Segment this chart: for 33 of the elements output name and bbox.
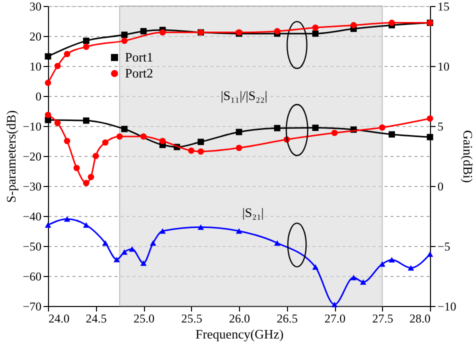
y-tick-label: −10 <box>22 120 42 134</box>
x-tick-label: 26.0 <box>229 312 250 326</box>
y-tick-label: −40 <box>22 210 42 224</box>
y2-axis-title: Gain(dBi) <box>460 130 474 183</box>
y2-tick-label: −10 <box>438 300 456 314</box>
y-tick-label: −20 <box>22 150 42 164</box>
y-tick-label: −60 <box>22 270 42 284</box>
y2-tick-label: 15 <box>438 0 450 14</box>
legend-label: Port2 <box>125 66 154 80</box>
y-axis-title: S-parameters(dB) <box>4 110 19 203</box>
y-tick-label: 10 <box>30 60 42 74</box>
y-tick-label: −50 <box>22 240 42 254</box>
x-tick-label: 28.0 <box>410 312 430 326</box>
x-tick-label: 27.0 <box>324 312 346 326</box>
x-tick-label: 25.5 <box>181 312 202 326</box>
x-axis-title: Frequency(GHz) <box>195 326 284 342</box>
y2-tick-label: −5 <box>438 240 450 254</box>
x-tick-label: 24.0 <box>48 312 70 326</box>
y-tick-label: 20 <box>30 30 42 44</box>
y2-tick-label: 0 <box>438 180 444 194</box>
x-tick-label: 27.5 <box>372 312 394 326</box>
x-tick-label: 26.5 <box>276 312 298 326</box>
annotation: |S₂₁| <box>242 205 264 220</box>
y-tick-label: −30 <box>22 180 42 194</box>
legend-label: Port1 <box>125 50 154 64</box>
annotation: |S₁₁|/|S₂₂| <box>220 88 268 103</box>
y-tick-label: 0 <box>36 90 42 104</box>
y2-tick-label: 5 <box>438 120 444 134</box>
x-tick-label: 25.0 <box>134 312 154 326</box>
y-tick-label: −70 <box>22 300 42 314</box>
y-tick-label: 30 <box>30 0 42 14</box>
x-tick-label: 24.5 <box>86 312 107 326</box>
y2-tick-label: 10 <box>438 60 450 74</box>
